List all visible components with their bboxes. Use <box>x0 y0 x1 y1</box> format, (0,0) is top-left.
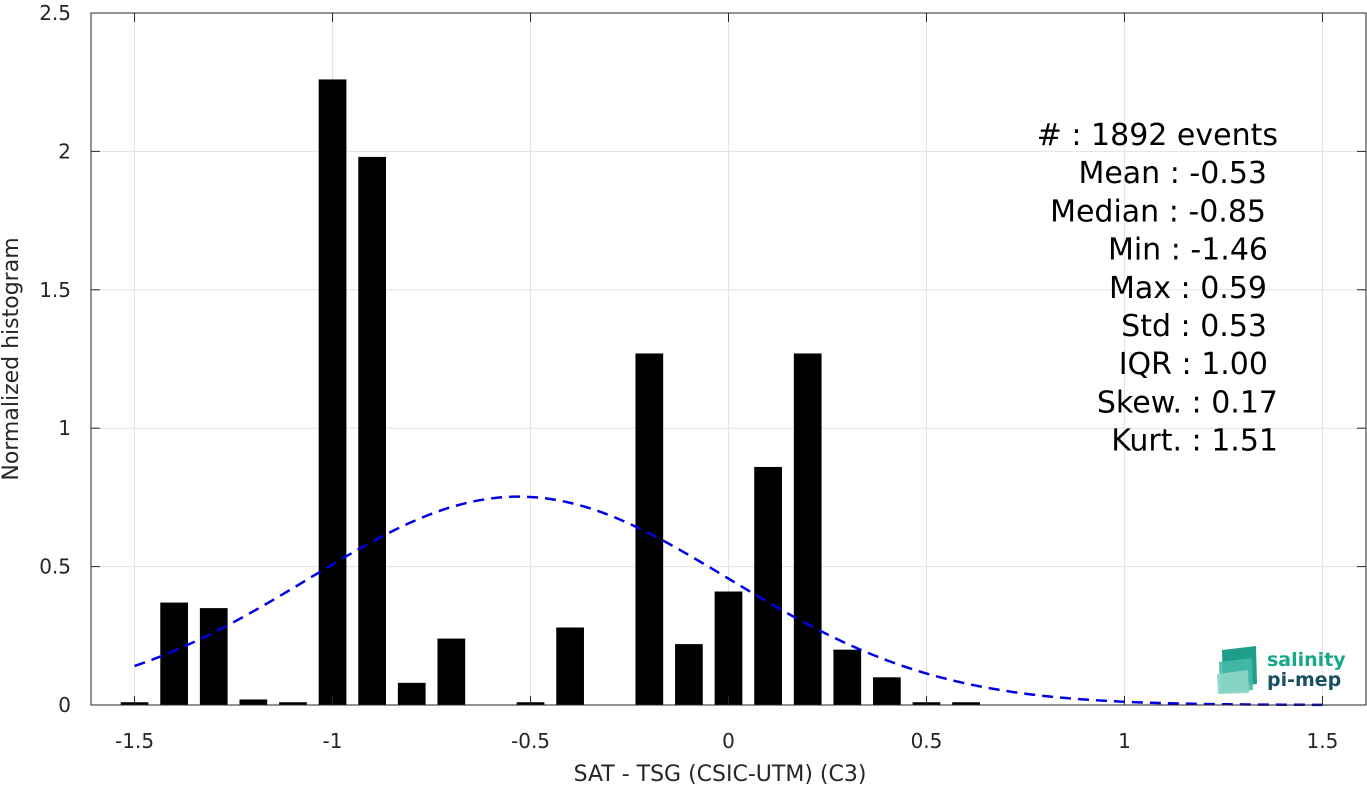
x-tick-label: 0.5 <box>911 729 943 753</box>
y-tick-label: 1.5 <box>39 278 71 302</box>
y-tick-labels: 0 0.5 1 1.5 2 2.5 <box>39 1 71 717</box>
histogram-bar <box>279 702 307 705</box>
x-tick-label: 0 <box>722 729 735 753</box>
logo-text-pi-mep: pi-mep <box>1267 669 1341 691</box>
histogram-bar <box>754 466 782 705</box>
logo-waves-icon <box>1217 646 1257 694</box>
histogram-bar <box>833 649 862 705</box>
axis-ticks <box>91 12 1366 706</box>
x-tick-label: -1 <box>323 729 343 753</box>
stat-line: Kurt. : 1.51 <box>1111 424 1278 459</box>
histogram-bar <box>239 699 268 705</box>
histogram-bar <box>556 627 584 705</box>
x-tick-label: 1.5 <box>1307 729 1339 753</box>
histogram-bar <box>397 682 426 705</box>
histogram-bar <box>675 644 703 705</box>
histogram-bar <box>358 156 386 705</box>
histogram-bar <box>199 608 228 705</box>
histogram-bar <box>793 353 822 705</box>
stat-line: Std : 0.53 <box>1121 309 1267 344</box>
histogram-bars <box>120 79 980 705</box>
x-tick-label: 1 <box>1118 729 1131 753</box>
logo-text-salinity: salinity <box>1267 649 1346 671</box>
salinity-pi-mep-logo: salinity pi-mep <box>1217 646 1346 694</box>
y-tick-label: 1 <box>58 416 71 440</box>
x-tick-label: -1.5 <box>115 729 154 753</box>
histogram-bar <box>873 677 901 705</box>
y-axis-title: Normalized histogram <box>0 237 24 480</box>
stat-line: # : 1892 events <box>1037 118 1278 153</box>
x-axis-title: SAT - TSG (CSIC-UTM) (C3) <box>574 762 867 785</box>
x-tick-labels: -1.5 -1 -0.5 0 0.5 1 1.5 <box>115 729 1338 753</box>
stat-line: Skew. : 0.17 <box>1097 385 1278 420</box>
histogram-bar <box>318 79 347 705</box>
y-tick-label: 0 <box>58 693 71 717</box>
histogram-bar <box>714 591 743 705</box>
stat-line: Max : 0.59 <box>1109 271 1267 306</box>
histogram-bar <box>160 602 189 705</box>
x-tick-label: -0.5 <box>511 729 550 753</box>
stat-line: Mean : -0.53 <box>1078 156 1267 191</box>
stat-line: IQR : 1.00 <box>1119 347 1268 382</box>
y-tick-label: 2 <box>58 139 71 163</box>
y-tick-label: 2.5 <box>39 1 71 25</box>
histogram-bar <box>437 638 466 705</box>
y-tick-label: 0.5 <box>39 555 71 579</box>
histogram-bar <box>952 702 980 705</box>
stat-line: Median : -0.85 <box>1050 194 1266 229</box>
stat-line: Min : -1.46 <box>1108 233 1268 268</box>
